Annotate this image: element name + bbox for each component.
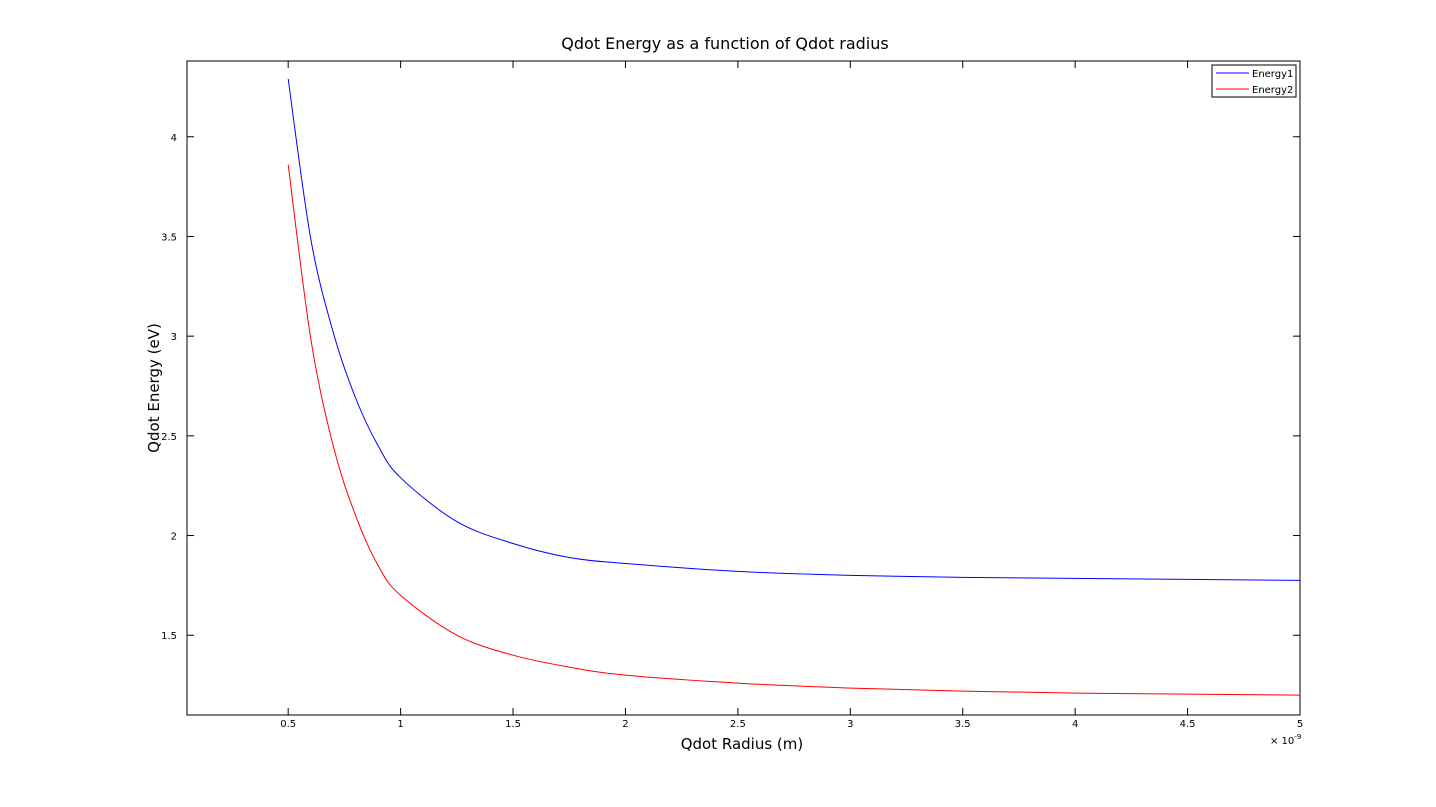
legend-box (1211, 64, 1297, 98)
x-tick-label: 3 (847, 719, 853, 730)
y-axis-ticks: 1.5 2 2.5 3 3.5 4 (161, 133, 1300, 642)
x-tick-label: 0.5 (280, 719, 296, 730)
x-tick-label: 1 (397, 719, 403, 730)
y-tick-label: 2.5 (161, 432, 177, 443)
x-axis-ticks: 0.5 1 1.5 2 2.5 3 3.5 4 4.5 5 (280, 61, 1303, 730)
legend-label-energy2: Energy2 (1252, 85, 1293, 96)
x-axis-label: Qdot Radius (m) (681, 735, 804, 753)
legend-label-energy1: Energy1 (1252, 69, 1293, 80)
legend: Energy1 Energy2 (1211, 64, 1297, 98)
x-multiplier-exponent: -9 (1294, 733, 1301, 741)
x-tick-label: 4.5 (1180, 719, 1196, 730)
series-lines (287, 78, 1301, 696)
x-tick-label: 2.5 (730, 719, 746, 730)
y-axis-label: Qdot Energy (eV) (145, 323, 163, 453)
plot-area (186, 60, 1301, 716)
y-tick-label: 3 (171, 332, 177, 343)
y-tick-label: 3.5 (161, 232, 177, 243)
chart-title: Qdot Energy as a function of Qdot radius (561, 34, 888, 53)
series-line-energy2 (287, 164, 1301, 696)
x-tick-label: 2 (622, 719, 628, 730)
x-tick-label: 5 (1297, 719, 1303, 730)
x-multiplier: × 10-9 (1270, 733, 1301, 747)
y-tick-label: 1.5 (161, 631, 177, 642)
x-multiplier-base: × 10 (1270, 736, 1294, 747)
x-tick-label: 4 (1072, 719, 1078, 730)
legend-items: Energy1 Energy2 (1216, 69, 1293, 96)
series-line-energy1 (287, 78, 1301, 581)
y-tick-label: 4 (171, 133, 177, 144)
x-tick-label: 1.5 (505, 719, 521, 730)
y-tick-label: 2 (171, 532, 177, 543)
x-tick-label: 3.5 (955, 719, 971, 730)
